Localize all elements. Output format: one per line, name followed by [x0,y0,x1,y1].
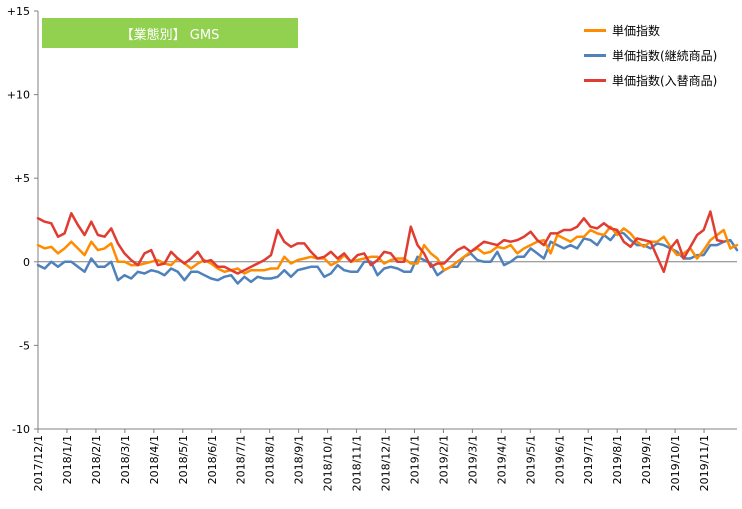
legend-label-continuing: 単価指数(継続商品) [612,49,718,63]
x-tick-label: 2018/3/1 [119,435,132,484]
x-tick-label: 2019/7/1 [582,435,595,484]
x-tick-label: 2019/8/1 [611,435,624,484]
legend-swatch-replaced [584,79,606,82]
x-tick-label: 2019/11/1 [698,435,711,491]
x-tick-label: 2019/10/1 [669,435,682,491]
segment-badge: 【業態別】 GMS [42,18,298,48]
x-tick-label: 2018/4/1 [148,435,161,484]
y-tick-label: -5 [19,339,30,352]
y-tick-label: +15 [7,5,30,18]
series-group [36,210,739,285]
x-tick-label: 2017/12/1 [32,435,45,491]
segment-badge-text: 【業態別】 GMS [120,27,220,43]
series-line-replaced [36,210,725,275]
y-tick-label: 0 [23,256,30,269]
legend-label-replaced: 単価指数(入替商品) [612,74,718,88]
y-tick-label: +10 [7,89,30,102]
x-tick-label: 2018/5/1 [177,435,190,484]
x-tick-label: 2019/5/1 [524,435,537,484]
series-line-unit-price [36,225,739,275]
x-tick-label: 2018/11/1 [351,435,364,491]
x-tick-label: 2019/4/1 [495,435,508,484]
x-tick-label: 2019/6/1 [553,435,566,484]
legend-swatch-unit-price [584,29,606,32]
x-tick-label: 2018/6/1 [206,435,219,484]
x-tick-label: 2018/9/1 [293,435,306,484]
legend-label-unit-price: 単価指数 [612,24,661,38]
y-tick-label: -10 [12,423,30,436]
x-tick-label: 2018/12/1 [380,435,393,491]
x-tick-label: 2019/3/1 [466,435,479,484]
y-tick-label: +5 [14,172,30,185]
x-tick-label: 2019/1/1 [408,435,421,484]
x-tick-label: 2018/2/1 [90,435,103,484]
legend-item-unit-price: 単価指数 [584,18,717,43]
legend-item-replaced: 単価指数(入替商品) [584,68,717,93]
x-tick-label: 2019/9/1 [640,435,653,484]
legend-item-continuing: 単価指数(継続商品) [584,43,717,68]
x-tick-label: 2018/8/1 [264,435,277,484]
x-tick-label: 2019/2/1 [437,435,450,484]
x-tick-label: 2018/10/1 [322,435,335,491]
legend: 単価指数 単価指数(継続商品) 単価指数(入替商品) [584,18,717,93]
legend-swatch-continuing [584,54,606,57]
x-tick-label: 2018/7/1 [235,435,248,484]
x-tick-label: 2018/1/1 [61,435,74,484]
